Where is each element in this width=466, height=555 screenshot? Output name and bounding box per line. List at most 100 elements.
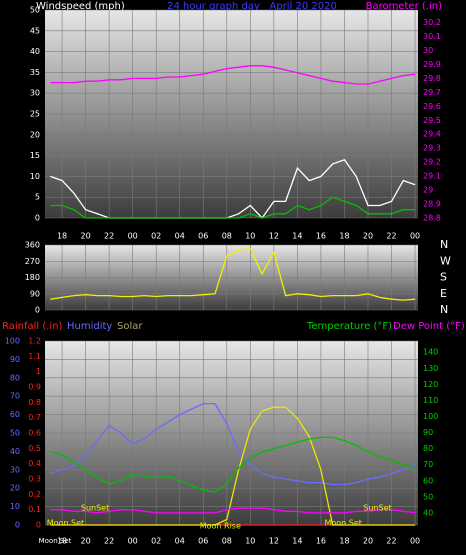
- y-tick-label: 45: [30, 26, 40, 35]
- y3-tick-label: 0.6: [28, 429, 41, 438]
- legend-dew-point: Dew Point (°F): [393, 321, 465, 332]
- annotation: SunSet: [81, 504, 109, 513]
- y2-tick-label: 90: [423, 428, 433, 437]
- series-line: [50, 402, 416, 486]
- y3-tick-label: 0.1: [28, 505, 41, 514]
- chart-title: 24 hour graph day April 20 2020: [167, 1, 337, 12]
- y3-tick-label: 1.1: [28, 352, 41, 361]
- compass-label: S: [440, 271, 447, 284]
- y2-tick-label: 28.8: [423, 214, 441, 223]
- x-tick-label: 18: [339, 537, 349, 546]
- y-tick-label: 100: [5, 337, 20, 346]
- y2-tick-label: 29.6: [423, 102, 441, 111]
- x-tick-label: 20: [363, 232, 373, 241]
- barometer-axis-label: Barometer (.in): [366, 1, 442, 12]
- x-tick-label: 08: [222, 232, 232, 241]
- y-tick-label: 0: [35, 306, 40, 315]
- y-tick-label: 50: [30, 6, 40, 15]
- x-tick-label: 02: [151, 232, 161, 241]
- y2-tick-label: 30.2: [423, 18, 441, 27]
- y-tick-label: 0: [35, 214, 40, 223]
- series-line: [50, 196, 416, 219]
- series-line: [50, 436, 416, 493]
- x-tick-label: 18: [339, 232, 349, 241]
- annotation: Moon Set: [47, 519, 84, 528]
- annotation: Moon Set: [324, 519, 361, 528]
- y3-tick-label: 0.4: [28, 459, 41, 468]
- y2-tick-label: 30: [423, 46, 433, 55]
- y2-tick-label: 29.7: [423, 88, 441, 97]
- y2-tick-label: 140: [423, 348, 438, 357]
- y3-tick-label: 0: [36, 521, 41, 530]
- y2-tick-label: 29.9: [423, 60, 441, 69]
- y3-tick-label: 0.9: [28, 383, 41, 392]
- y-tick-label: 5: [35, 193, 40, 202]
- x-tick-label: 04: [175, 232, 185, 241]
- y2-tick-label: 30.1: [423, 32, 441, 41]
- x-tick-label: 18: [57, 537, 67, 546]
- x-tick-label: 06: [198, 232, 208, 241]
- x-note: Moon Set: [39, 537, 72, 545]
- x-tick-label: 10: [245, 232, 255, 241]
- y-tick-label: 60: [10, 410, 20, 419]
- y-tick-label: 50: [10, 429, 20, 438]
- y3-tick-label: 0.5: [28, 444, 41, 453]
- y2-tick-label: 70: [423, 460, 433, 469]
- x-tick-label: 16: [316, 232, 326, 241]
- y2-tick-label: 40: [423, 508, 433, 517]
- x-tick-label: 00: [410, 537, 420, 546]
- y-tick-label: 0: [15, 521, 20, 530]
- x-tick-label: 18: [57, 232, 67, 241]
- x-tick-label: 14: [292, 232, 302, 241]
- x-tick-label: 20: [363, 537, 373, 546]
- y-tick-label: 180: [25, 273, 40, 282]
- y2-tick-label: 110: [423, 396, 438, 405]
- y-tick-label: 10: [10, 502, 20, 511]
- x-tick-label: 20: [81, 537, 91, 546]
- y-tick-label: 270: [25, 257, 40, 266]
- y2-tick-label: 29.4: [423, 130, 441, 139]
- y2-tick-label: 29.2: [423, 158, 441, 167]
- y2-tick-label: 29.5: [423, 116, 441, 125]
- annotation: SunSet: [363, 504, 391, 513]
- y2-tick-label: 29.8: [423, 74, 441, 83]
- y-tick-label: 360: [25, 241, 40, 250]
- y3-tick-label: 0.2: [28, 490, 41, 499]
- compass-label: W: [440, 254, 451, 267]
- legend-rainfall: Rainfall (.in): [2, 321, 63, 332]
- x-tick-label: 00: [410, 232, 420, 241]
- x-tick-label: 22: [386, 232, 396, 241]
- y3-tick-label: 1: [36, 367, 41, 376]
- compass-label: N: [440, 238, 448, 251]
- x-tick-label: 00: [128, 232, 138, 241]
- y-tick-label: 90: [10, 355, 20, 364]
- y-tick-label: 35: [30, 68, 40, 77]
- legend-humidity: Humidity: [67, 321, 112, 332]
- y3-tick-label: 1.2: [28, 337, 41, 346]
- series-line: [50, 406, 416, 526]
- x-tick-label: 00: [128, 537, 138, 546]
- y-tick-label: 20: [30, 130, 40, 139]
- x-tick-label: 16: [316, 537, 326, 546]
- series-line: [50, 507, 416, 514]
- y2-tick-label: 130: [423, 364, 438, 373]
- x-tick-label: 22: [104, 232, 114, 241]
- compass-label: N: [440, 303, 448, 316]
- y2-tick-label: 80: [423, 444, 433, 453]
- y-tick-label: 30: [30, 89, 40, 98]
- y2-tick-label: 28.9: [423, 200, 441, 209]
- legend-solar: Solar: [117, 321, 143, 332]
- x-tick-label: 04: [175, 537, 185, 546]
- y3-tick-label: 0.8: [28, 398, 41, 407]
- x-tick-label: 10: [245, 537, 255, 546]
- y-tick-label: 15: [30, 151, 40, 160]
- compass-label: E: [440, 287, 447, 300]
- y3-tick-label: 0.3: [28, 475, 41, 484]
- wind-axis-label: Windspeed (mph): [36, 1, 125, 12]
- series-line: [50, 65, 416, 85]
- y3-tick-label: 0.7: [28, 413, 41, 422]
- x-tick-label: 12: [269, 537, 279, 546]
- y2-tick-label: 60: [423, 476, 433, 485]
- legend-temperature: Temperature (°F): [306, 321, 392, 332]
